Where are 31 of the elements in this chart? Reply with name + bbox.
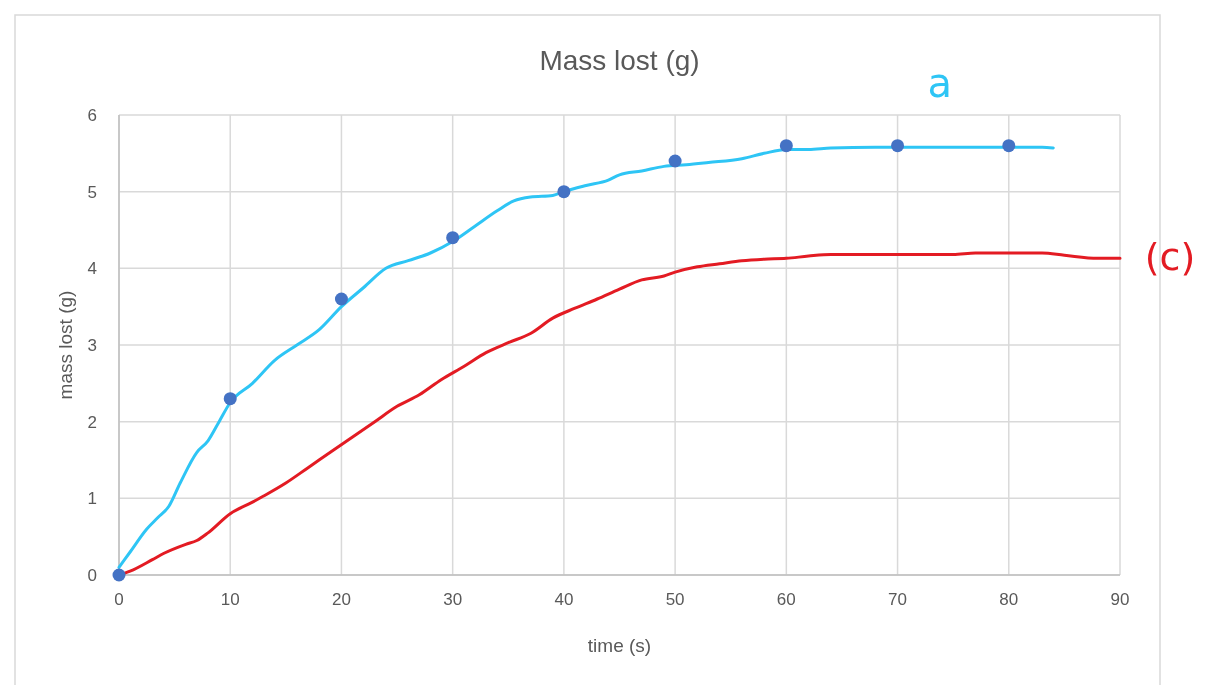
point [557,185,571,199]
point [1002,139,1016,153]
y-tick-label: 0 [87,566,97,585]
y-tick-label: 4 [87,259,97,279]
x-tick-label: 90 [1110,590,1130,609]
point [446,231,460,245]
x-axis-title: time (s) [587,635,652,656]
x-tick-label: 40 [554,590,574,609]
point [891,139,905,153]
x-tick-label: 70 [888,590,908,609]
point [779,139,793,153]
point [223,392,237,406]
x-tick-label: 0 [114,590,124,609]
x-tick-label: 20 [331,590,351,609]
x-tick-label: 50 [665,590,685,609]
y-tick-label: 5 [87,182,97,202]
chart-title: Mass lost (g) [539,45,700,76]
y-tick-label: 1 [87,489,97,509]
point [334,292,348,306]
x-tick-label: 30 [443,590,463,609]
text: a [927,60,953,106]
point [112,568,126,582]
y-tick-label: 2 [87,412,97,432]
y-tick-label: 3 [87,336,97,355]
y-axis-title: mass lost (g) [55,290,76,400]
text: (c) [1144,235,1196,280]
y-tick-label: 6 [87,106,97,125]
x-tick-label: 80 [999,590,1019,609]
x-tick-label: 10 [220,590,240,609]
point [668,154,682,168]
x-tick-label: 60 [776,590,796,609]
